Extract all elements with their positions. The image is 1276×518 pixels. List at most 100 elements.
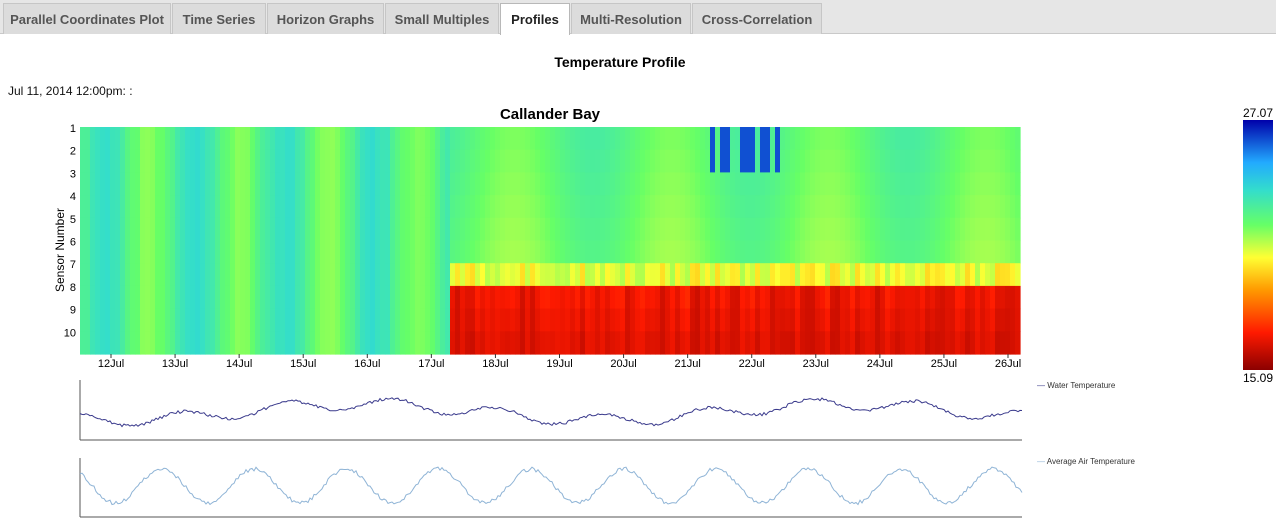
heatmap-cell [790, 195, 796, 219]
heatmap-cell [300, 195, 306, 219]
heatmap-cell [80, 195, 86, 219]
heatmap-cell [745, 331, 751, 355]
heatmap-cell [685, 127, 691, 151]
heatmap-cell [900, 195, 906, 219]
tab-cross-correlation[interactable]: Cross-Correlation [692, 3, 822, 34]
heatmap-cell [990, 263, 996, 287]
heatmap-cell [690, 331, 696, 355]
heatmap-cell [255, 331, 261, 355]
heatmap-cell [705, 285, 711, 310]
heatmap-cell [150, 149, 156, 173]
heatmap-cell [380, 285, 386, 310]
heatmap-cell [245, 240, 251, 264]
heatmap-cell [780, 331, 786, 355]
tab-multi-resolution[interactable]: Multi-Resolution [571, 3, 691, 34]
heatmap-cell [295, 240, 301, 264]
heatmap-cell [475, 331, 481, 355]
heatmap-cell [155, 149, 161, 173]
heatmap-cell [805, 172, 811, 196]
heatmap-cell [615, 240, 621, 264]
heatmap-cell [175, 263, 181, 287]
heatmap-cell [900, 172, 906, 196]
heatmap-cell [105, 331, 111, 355]
heatmap-cell [490, 331, 496, 355]
heatmap-cell [440, 331, 446, 355]
heatmap-cell [695, 172, 701, 196]
heatmap-cell [600, 331, 606, 355]
heatmap-cell [205, 263, 211, 287]
heatmap-cell [360, 217, 366, 242]
tab-parallel-coordinates[interactable]: Parallel Coordinates Plot [3, 3, 171, 34]
heatmap-cell [480, 331, 486, 355]
heatmap-cell [655, 149, 661, 173]
heatmap-cell [840, 195, 846, 219]
heatmap-cell [595, 217, 601, 242]
heatmap-cell [235, 172, 241, 196]
heatmap-cell [860, 240, 866, 264]
heatmap-cell [740, 331, 746, 355]
heatmap-cell [585, 172, 591, 196]
heatmap-cell [495, 308, 501, 332]
heatmap-cell [165, 240, 171, 264]
heatmap-cell [100, 308, 106, 332]
heatmap-cell [905, 172, 911, 196]
heatmap-cell [640, 127, 646, 151]
tab-profiles[interactable]: Profiles [500, 3, 570, 35]
heatmap-cell [205, 240, 211, 264]
heatmap-cell [890, 149, 896, 173]
heatmap-cell [390, 263, 396, 287]
heatmap-cell [320, 217, 326, 242]
heatmap-cell [330, 217, 336, 242]
heatmap-cell [85, 127, 91, 151]
heatmap-cell [660, 331, 666, 355]
tab-small-multiples[interactable]: Small Multiples [385, 3, 499, 34]
heatmap-cell [905, 263, 911, 287]
heatmap-cell [960, 172, 966, 196]
heatmap-cell [145, 217, 151, 242]
heatmap-cell [895, 285, 901, 310]
heatmap-cell [325, 308, 331, 332]
heatmap-cell [610, 308, 616, 332]
heatmap-cell [820, 172, 826, 196]
heatmap-cell [240, 308, 246, 332]
heatmap-cell [305, 263, 311, 287]
x-tick-label: 19Jul [546, 358, 572, 370]
x-tick-label: 20Jul [610, 358, 636, 370]
heatmap-cell [680, 331, 686, 355]
heatmap-cell [135, 172, 141, 196]
heatmap-cell [690, 149, 696, 173]
heatmap-cell [630, 263, 636, 287]
heatmap-cell [390, 331, 396, 355]
heatmap-cell [730, 285, 736, 310]
heatmap-cell [135, 127, 141, 151]
heatmap-cell [400, 149, 406, 173]
heatmap-cell [110, 172, 116, 196]
heatmap-cell [365, 195, 371, 219]
heatmap-cell [865, 285, 871, 310]
heatmap-cell [665, 263, 671, 287]
heatmap-cell [575, 149, 581, 173]
heatmap-cell [925, 308, 931, 332]
tab-horizon-graphs[interactable]: Horizon Graphs [267, 3, 384, 34]
heatmap-cell [555, 217, 561, 242]
heatmap-cell [680, 263, 686, 287]
heatmap-cell [615, 217, 621, 242]
heatmap-cell [730, 172, 736, 196]
heatmap-cell [640, 172, 646, 196]
heatmap-cell [735, 285, 741, 310]
heatmap-cell [975, 308, 981, 332]
heatmap-cell [590, 195, 596, 219]
heatmap-cell [550, 331, 556, 355]
heatmap-cell [130, 127, 136, 151]
heatmap-cell [915, 263, 921, 287]
heatmap-cell [510, 127, 516, 151]
heatmap-cell [325, 217, 331, 242]
heatmap-cell [220, 172, 226, 196]
heatmap-cell [600, 172, 606, 196]
heatmap-cell [385, 149, 391, 173]
heatmap-cell [395, 331, 401, 355]
heatmap-cell [215, 240, 221, 264]
heatmap-cell [165, 195, 171, 219]
heatmap-cell [225, 127, 231, 151]
tab-time-series[interactable]: Time Series [172, 3, 266, 34]
